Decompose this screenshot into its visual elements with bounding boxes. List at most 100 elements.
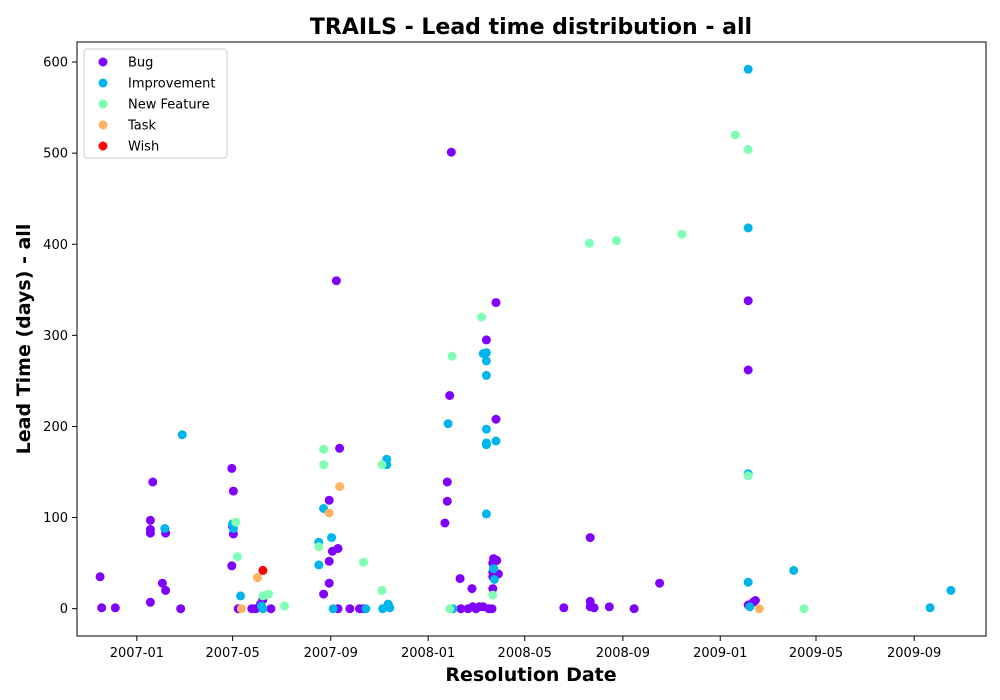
- data-point: [743, 64, 753, 74]
- legend-marker: [98, 99, 108, 109]
- y-tick-label: 100: [43, 511, 68, 526]
- legend-frame: [83, 48, 228, 159]
- legend-marker: [98, 78, 108, 88]
- data-point: [604, 602, 614, 612]
- legend-marker: [98, 141, 108, 151]
- data-point: [227, 561, 237, 571]
- legend-label: Bug: [128, 56, 153, 71]
- data-point: [319, 444, 329, 454]
- data-point: [442, 496, 452, 506]
- data-point: [467, 584, 477, 594]
- y-tick-label: 300: [43, 329, 68, 344]
- data-point: [730, 130, 740, 140]
- data-point: [335, 443, 345, 453]
- data-point: [946, 585, 956, 595]
- legend-label: New Feature: [128, 98, 210, 113]
- data-point: [440, 518, 450, 528]
- data-point: [456, 604, 466, 614]
- data-point: [161, 585, 171, 595]
- legend: Bug Improvement New Feature Task Wish: [83, 48, 228, 159]
- data-point: [145, 597, 155, 607]
- data-point: [442, 477, 452, 487]
- data-point: [489, 564, 499, 574]
- data-point: [333, 544, 343, 553]
- data-point: [110, 603, 120, 613]
- data-point: [345, 604, 355, 614]
- data-point: [491, 436, 501, 446]
- data-point: [443, 419, 453, 429]
- data-point: [589, 603, 599, 613]
- data-point: [335, 482, 345, 492]
- data-point: [481, 424, 491, 434]
- data-point: [754, 604, 764, 614]
- data-point: [331, 276, 341, 286]
- data-point: [585, 533, 595, 543]
- series-task: [236, 482, 764, 614]
- data-point: [481, 335, 491, 345]
- data-point: [177, 430, 187, 440]
- x-tick-label: 2007-01: [110, 646, 164, 661]
- data-point: [491, 414, 501, 424]
- data-point: [487, 604, 497, 614]
- data-point: [492, 555, 502, 565]
- x-tick-label: 2009-05: [789, 646, 843, 661]
- legend-label: Wish: [128, 140, 159, 155]
- data-point: [252, 573, 262, 583]
- data-point: [559, 603, 569, 613]
- y-axis-label: Lead Time (days) - all: [13, 224, 35, 455]
- data-point: [677, 229, 687, 239]
- data-point: [95, 572, 105, 582]
- data-point: [629, 604, 639, 614]
- data-point: [145, 528, 155, 538]
- data-point: [228, 486, 238, 496]
- data-point: [157, 578, 167, 588]
- data-point: [160, 524, 170, 533]
- data-point: [324, 495, 334, 505]
- data-point: [314, 560, 324, 570]
- x-tick-label: 2009-09: [887, 646, 941, 661]
- x-tick-label: 2007-09: [304, 646, 358, 661]
- y-tick-label: 400: [43, 238, 68, 253]
- data-point: [280, 601, 289, 611]
- data-point: [455, 574, 465, 584]
- data-point: [148, 477, 158, 487]
- x-tick-label: 2007-05: [205, 646, 259, 661]
- data-point: [743, 365, 753, 375]
- data-point: [145, 515, 155, 525]
- plot-area: [77, 42, 986, 636]
- x-tick-label: 2009-01: [693, 646, 747, 661]
- data-point: [481, 440, 491, 450]
- legend-marker: [98, 57, 108, 67]
- data-point: [481, 356, 491, 366]
- data-point: [258, 565, 268, 575]
- data-point: [97, 603, 107, 613]
- data-point: [447, 351, 457, 361]
- data-point: [176, 604, 186, 614]
- data-point: [445, 391, 455, 400]
- chart-title: TRAILS - Lead time distribution - all: [310, 15, 752, 40]
- y-axis: 0 100 200 300 400 500 600: [43, 56, 77, 617]
- data-point: [319, 589, 329, 599]
- x-tick-label: 2008-01: [401, 646, 455, 661]
- data-point: [743, 223, 753, 233]
- y-tick-label: 500: [43, 147, 68, 162]
- data-point: [446, 147, 456, 157]
- data-point: [750, 596, 760, 605]
- plot-frame: [76, 41, 987, 637]
- data-point: [789, 565, 799, 575]
- data-point: [477, 312, 487, 322]
- data-point: [488, 584, 498, 594]
- data-point: [743, 296, 753, 306]
- data-point: [266, 604, 276, 614]
- y-tick-label: 0: [60, 602, 68, 617]
- data-point: [314, 542, 324, 552]
- data-point: [745, 602, 755, 612]
- data-point: [324, 508, 334, 518]
- data-point: [925, 603, 935, 613]
- y-tick-label: 200: [43, 420, 68, 435]
- data-point: [264, 589, 273, 599]
- data-point: [445, 604, 455, 614]
- data-point: [481, 509, 491, 519]
- data-point: [612, 236, 621, 246]
